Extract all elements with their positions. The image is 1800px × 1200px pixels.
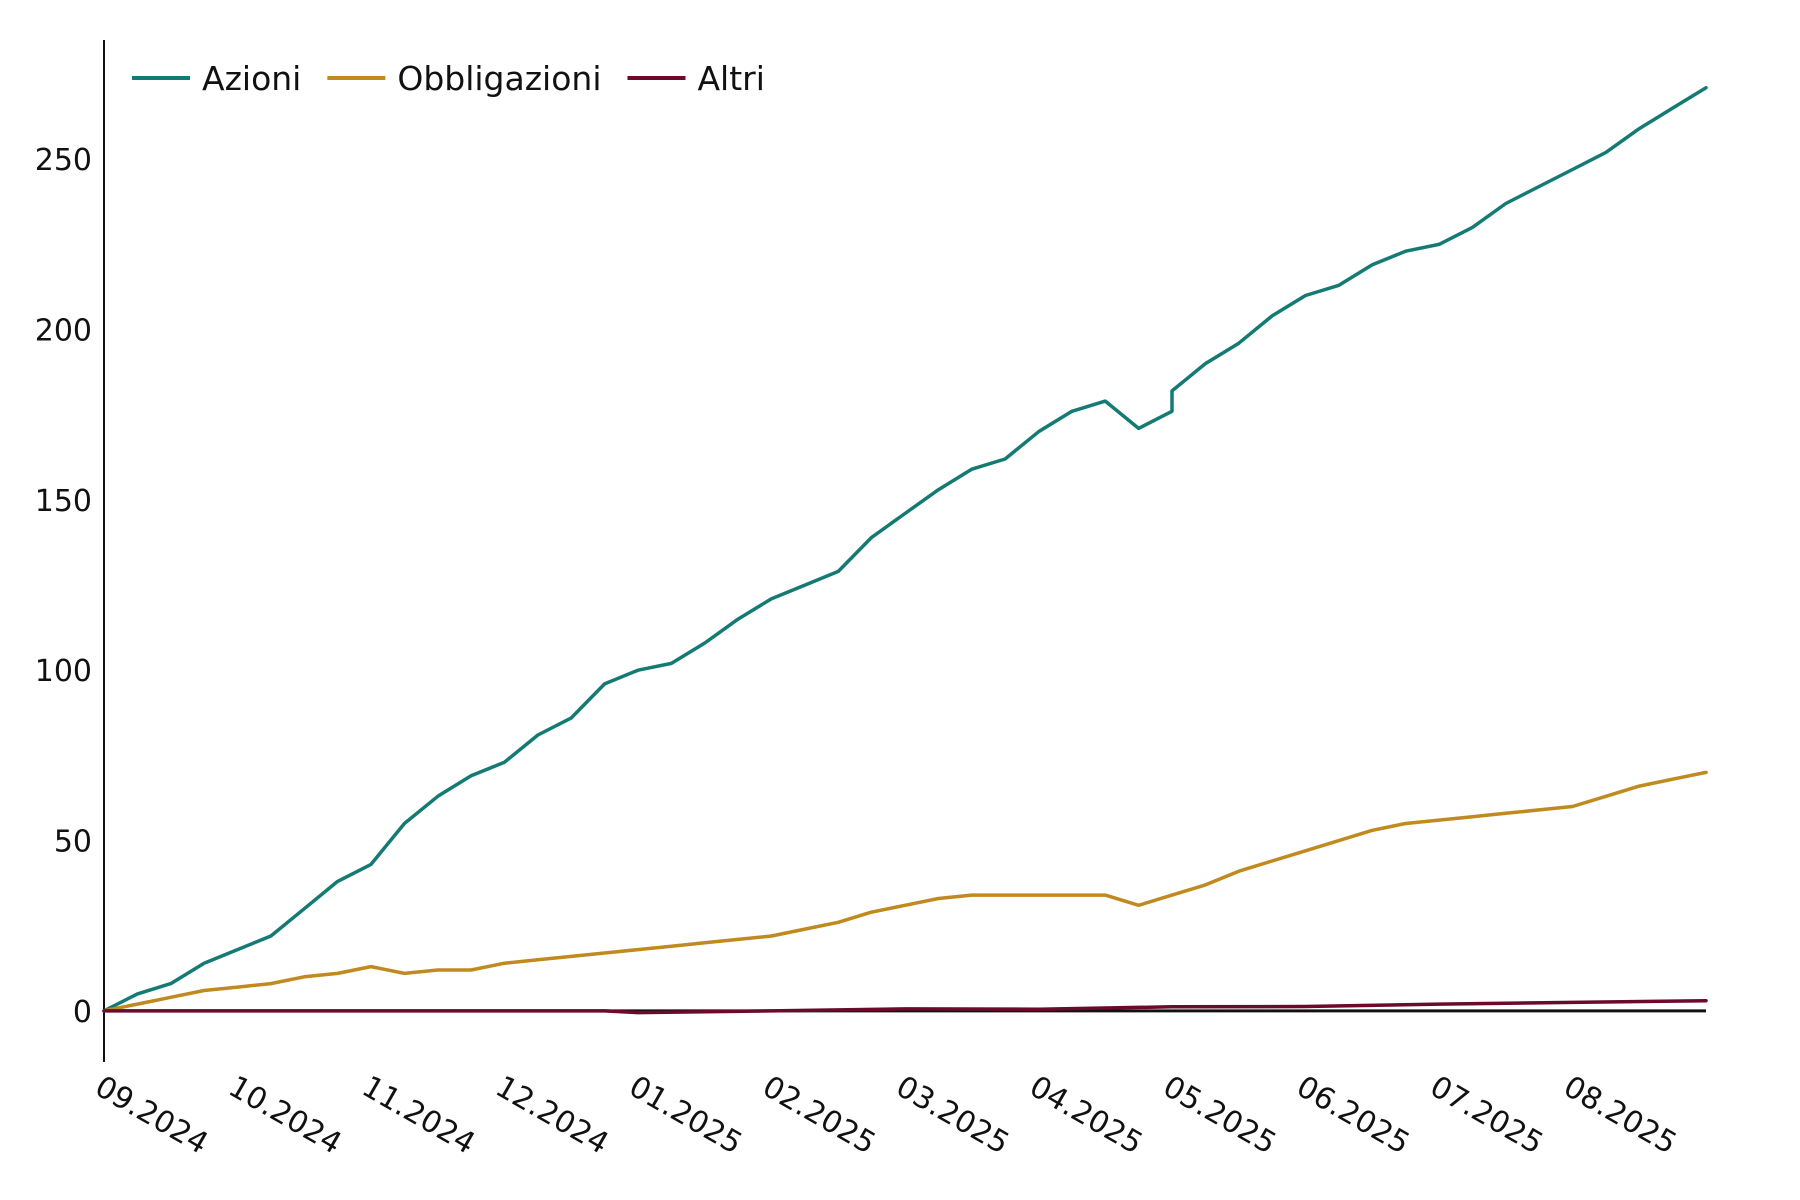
x-tick: 04.2025 xyxy=(1024,1069,1149,1161)
x-tick: 12.2024 xyxy=(490,1069,615,1161)
x-tick: 08.2025 xyxy=(1558,1069,1683,1161)
x-tick: 05.2025 xyxy=(1157,1069,1282,1161)
x-tick-label: 06.2025 xyxy=(1291,1069,1416,1161)
x-tick-label: 04.2025 xyxy=(1024,1069,1149,1161)
x-tick-label: 07.2025 xyxy=(1424,1069,1549,1161)
series-line-obbligazioni xyxy=(102,770,1708,1013)
legend-label-altri: Altri xyxy=(697,59,764,98)
x-tick: 03.2025 xyxy=(890,1069,1015,1161)
legend-label-obbligazioni: Obbligazioni xyxy=(397,59,601,98)
y-tick-label: 200 xyxy=(35,314,92,349)
y-tick-label: 50 xyxy=(54,825,92,860)
x-tick: 09.2024 xyxy=(89,1069,214,1161)
x-tick: 06.2025 xyxy=(1291,1069,1416,1161)
y-tick-label: 250 xyxy=(35,143,92,178)
x-tick-label: 08.2025 xyxy=(1558,1069,1683,1161)
y-tick-label: 100 xyxy=(35,654,92,689)
series-line-altri xyxy=(102,998,1708,1015)
x-tick: 11.2024 xyxy=(356,1069,481,1161)
x-axis: 09.2024 10.2024 11.2024 12.2024 01.2025 02.20… xyxy=(89,1009,1706,1162)
x-tick-label: 11.2024 xyxy=(356,1069,481,1161)
legend: Azioni Obbligazioni Altri xyxy=(132,59,765,98)
series-line-azioni xyxy=(102,85,1708,1013)
x-tick: 10.2024 xyxy=(223,1069,348,1161)
x-tick-label: 03.2025 xyxy=(890,1069,1015,1161)
x-tick-label: 01.2025 xyxy=(623,1069,748,1161)
legend-label-azioni: Azioni xyxy=(202,59,301,98)
x-tick-label: 09.2024 xyxy=(89,1069,214,1161)
x-tick-label: 05.2025 xyxy=(1157,1069,1282,1161)
y-axis: 0 50 100 150 200 250 xyxy=(35,40,105,1062)
y-tick-label: 0 xyxy=(73,995,92,1030)
y-tick-label: 150 xyxy=(35,484,92,519)
x-tick: 07.2025 xyxy=(1424,1069,1549,1161)
x-tick: 01.2025 xyxy=(623,1069,748,1161)
x-tick-label: 02.2025 xyxy=(757,1069,882,1161)
x-tick: 02.2025 xyxy=(757,1069,882,1161)
series-lines xyxy=(102,85,1708,1015)
x-tick-label: 12.2024 xyxy=(490,1069,615,1161)
x-tick-label: 10.2024 xyxy=(223,1069,348,1161)
